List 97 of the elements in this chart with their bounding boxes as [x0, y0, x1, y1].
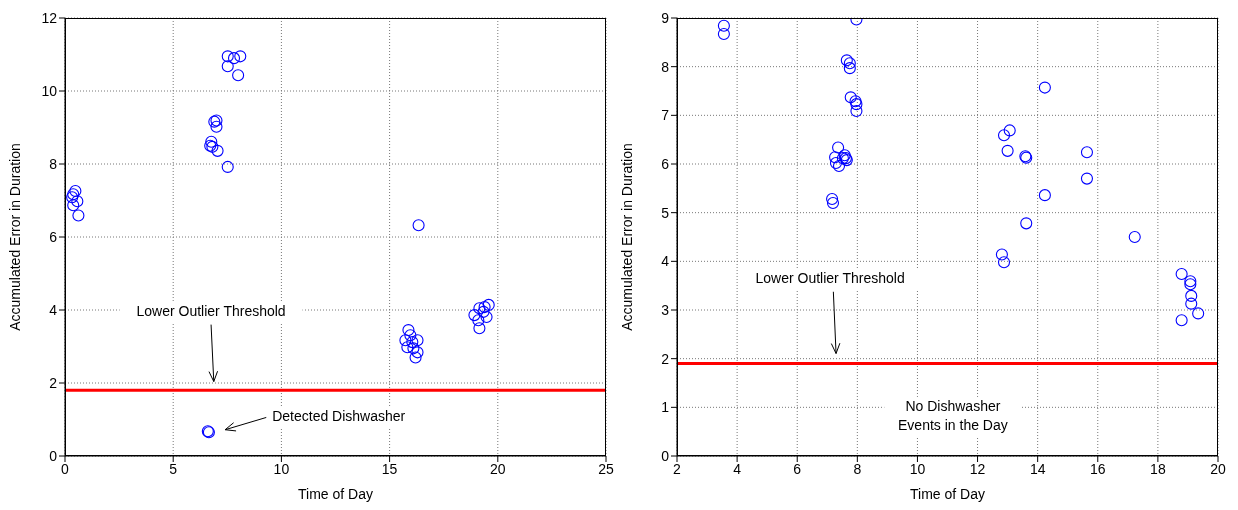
x-tick-label: 18: [1150, 460, 1166, 477]
y-tick-label: 7: [661, 107, 670, 124]
point: [482, 298, 495, 311]
x-tick-label: 6: [793, 460, 802, 477]
point: [995, 248, 1008, 261]
point: [829, 151, 842, 164]
point: [1175, 267, 1188, 281]
x-tick-label: 15: [381, 460, 398, 477]
point: [717, 19, 730, 32]
y-tick-label: 5: [661, 204, 670, 221]
y-tick-label: 6: [661, 155, 670, 172]
point: [221, 60, 234, 73]
annotation: Detected Dishwasher: [272, 407, 406, 424]
x-tick-label: 20: [490, 460, 506, 477]
x-tick-label: 16: [1089, 460, 1106, 477]
point: [717, 28, 730, 41]
x-axis-title: Time of Day: [910, 486, 985, 502]
point: [232, 69, 245, 82]
y-tick-label: 3: [661, 301, 670, 318]
point: [1038, 189, 1051, 202]
x-tick-label: 12: [969, 460, 986, 477]
x-tick-label: 8: [853, 460, 862, 477]
point: [826, 196, 840, 209]
point: [67, 199, 80, 212]
point: [468, 309, 481, 322]
x-tick-label: 14: [1029, 460, 1046, 477]
point: [221, 160, 234, 173]
point: [227, 52, 241, 65]
x-tick-label: 0: [61, 460, 70, 477]
point: [1185, 289, 1198, 302]
point: [1128, 230, 1141, 244]
y-axis-title: Accumulated Error in Duration: [6, 143, 23, 331]
point: [1003, 124, 1016, 137]
y-tick-label: 1: [661, 399, 670, 416]
point: [411, 334, 424, 347]
y-tick-label: 10: [41, 82, 58, 99]
point: [1038, 81, 1051, 94]
point: [1080, 146, 1094, 159]
point: [1175, 314, 1188, 327]
x-tick-label: 4: [733, 460, 742, 477]
x-tick-label: 25: [598, 460, 614, 477]
point: [997, 256, 1011, 269]
point: [401, 341, 414, 354]
x-tick-label: 10: [909, 460, 926, 477]
point: [1001, 144, 1014, 157]
point: [205, 135, 218, 148]
annotation: Lower Outlier Threshold: [136, 302, 286, 319]
y-tick-label: 8: [49, 155, 58, 172]
point: [210, 120, 223, 133]
point: [404, 329, 417, 342]
point: [843, 62, 856, 75]
point: [850, 104, 863, 117]
point: [472, 314, 485, 327]
y-tick-label: 2: [661, 350, 670, 367]
y-tick-label: 4: [661, 253, 670, 270]
point: [399, 334, 412, 347]
point: [826, 192, 839, 206]
point: [412, 219, 425, 232]
y-tick-label: 0: [49, 447, 58, 464]
x-tick-label: 20: [1210, 460, 1226, 477]
x-tick-label: 5: [169, 460, 178, 477]
point: [478, 301, 491, 314]
y-tick-label: 6: [49, 228, 58, 245]
point: [407, 342, 420, 355]
y-tick-label: 4: [49, 301, 58, 318]
point: [832, 141, 845, 154]
annotation: Lower Outlier Threshold: [755, 269, 905, 286]
point: [406, 336, 419, 349]
y-tick-label: 2: [49, 374, 58, 391]
point: [234, 50, 247, 63]
point: [402, 324, 415, 337]
point: [473, 302, 486, 315]
x-axis-title: Time of Day: [298, 486, 373, 502]
point: [1020, 217, 1033, 230]
x-tick-label: 10: [273, 460, 290, 477]
y-axis-title: Accumulated Error in Duration: [618, 143, 635, 331]
point: [477, 305, 490, 318]
point: [997, 129, 1011, 142]
point: [211, 144, 224, 157]
annotation: No Dishwasher Events in the Day: [898, 397, 1008, 433]
point: [473, 322, 486, 335]
point: [221, 50, 234, 63]
y-tick-label: 9: [661, 9, 670, 26]
point: [1192, 307, 1205, 320]
point: [411, 346, 424, 359]
point: [69, 184, 82, 198]
point: [844, 91, 857, 104]
point: [1080, 172, 1094, 185]
point: [409, 351, 422, 364]
point: [1185, 297, 1198, 310]
point: [480, 310, 493, 323]
y-tick-label: 12: [41, 9, 58, 26]
point: [71, 195, 84, 208]
y-tick-label: 0: [661, 447, 670, 464]
x-tick-label: 2: [673, 460, 682, 477]
y-tick-label: 8: [661, 58, 670, 75]
point: [72, 209, 85, 222]
